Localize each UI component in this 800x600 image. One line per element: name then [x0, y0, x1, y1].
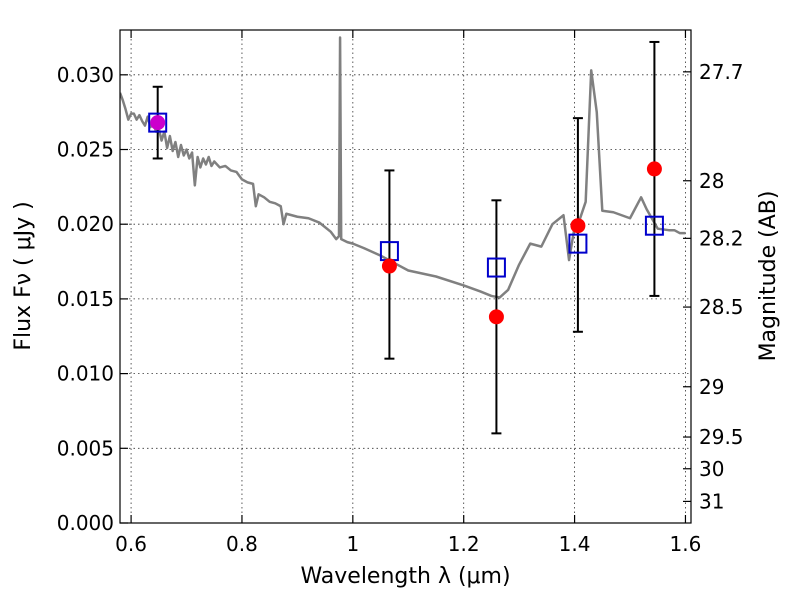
x-tick-label: 1.4 — [559, 532, 591, 556]
y-tick-label: 0.010 — [57, 362, 114, 386]
x-tick-label: 1.2 — [448, 532, 480, 556]
observed-point — [488, 309, 504, 325]
grid — [120, 30, 691, 524]
model-spectrum-line — [120, 36, 686, 299]
mag-tick-label: 29.5 — [699, 425, 744, 449]
mag-tick-label: 30 — [699, 457, 724, 481]
mag-tick-label: 28.2 — [699, 226, 744, 250]
plot-frame — [119, 29, 692, 524]
y-tick-label: 0.030 — [57, 63, 114, 87]
mag-tick-label: 28 — [699, 169, 724, 193]
model-square-marker — [568, 233, 588, 254]
axis-ticks: 0.6 0.8 1 1.2 1.4 1.6 0.000 0.005 0.010 0.015 0.02… — [57, 30, 744, 556]
model-square-marker — [644, 215, 664, 236]
y-tick-label: 0.000 — [57, 511, 114, 535]
observed-point — [150, 115, 166, 131]
mag-tick-label: 28.5 — [699, 295, 744, 319]
mag-tick-label: 29 — [699, 375, 724, 399]
observed-point — [646, 161, 662, 177]
mag-tick-label: 27.7 — [699, 60, 744, 84]
y-tick-label: 0.020 — [57, 212, 114, 236]
x-tick-label: 1 — [346, 532, 359, 556]
plot-area — [120, 36, 686, 435]
x-tick-label: 1.6 — [670, 532, 702, 556]
mag-tick-label: 31 — [699, 489, 724, 513]
observed-point — [381, 258, 397, 274]
observed-point — [570, 218, 586, 234]
y-tick-label: 0.005 — [57, 436, 114, 460]
y-tick-label: 0.015 — [57, 287, 114, 311]
y-tick-label: 0.025 — [57, 138, 114, 162]
y-axis-label-left: Flux Fν ( μJy ) — [11, 201, 36, 350]
x-tick-label: 0.8 — [226, 532, 258, 556]
model-square-marker — [486, 257, 506, 278]
y-axis-label-right: Magnitude (AB) — [756, 191, 781, 362]
model-square-marker — [148, 112, 168, 133]
x-tick-label: 0.6 — [115, 532, 147, 556]
x-axis-label: Wavelength λ (μm) — [300, 564, 510, 589]
